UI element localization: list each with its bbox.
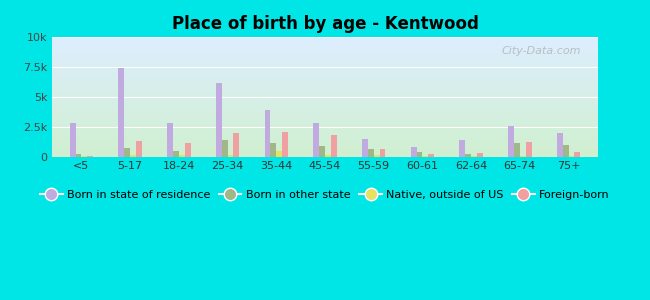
Bar [270, 143, 276, 157]
Bar [319, 146, 325, 157]
Text: City-Data.com: City-Data.com [502, 46, 581, 56]
Bar [575, 152, 580, 157]
Bar [216, 83, 222, 157]
Bar [325, 155, 331, 157]
Bar [428, 154, 434, 157]
Legend: Born in state of residence, Born in other state, Native, outside of US, Foreign-: Born in state of residence, Born in othe… [36, 186, 614, 205]
Bar [526, 142, 532, 157]
Bar [417, 152, 423, 157]
Bar [411, 147, 417, 157]
Bar [75, 154, 81, 157]
Bar [118, 68, 124, 157]
Bar [167, 123, 173, 157]
Bar [185, 143, 190, 157]
Bar [422, 156, 428, 157]
Bar [569, 156, 575, 157]
Bar [380, 149, 385, 157]
Bar [508, 126, 514, 157]
Bar [282, 132, 288, 157]
Bar [179, 155, 185, 157]
Bar [477, 153, 483, 157]
Bar [313, 123, 319, 157]
Bar [124, 148, 130, 157]
Bar [465, 154, 471, 157]
Bar [331, 135, 337, 157]
Bar [130, 155, 136, 157]
Bar [368, 149, 374, 157]
Bar [460, 140, 465, 157]
Bar [173, 151, 179, 157]
Bar [374, 155, 380, 157]
Bar [81, 156, 87, 157]
Title: Place of birth by age - Kentwood: Place of birth by age - Kentwood [172, 15, 478, 33]
Bar [471, 156, 477, 157]
Bar [520, 156, 526, 157]
Bar [514, 143, 520, 157]
Bar [276, 151, 282, 157]
Bar [557, 133, 563, 157]
Bar [87, 156, 93, 157]
Bar [222, 140, 227, 157]
Bar [563, 145, 569, 157]
Bar [70, 123, 75, 157]
Bar [362, 139, 368, 157]
Bar [227, 155, 233, 157]
Bar [136, 141, 142, 157]
Bar [233, 133, 239, 157]
Bar [265, 110, 270, 157]
